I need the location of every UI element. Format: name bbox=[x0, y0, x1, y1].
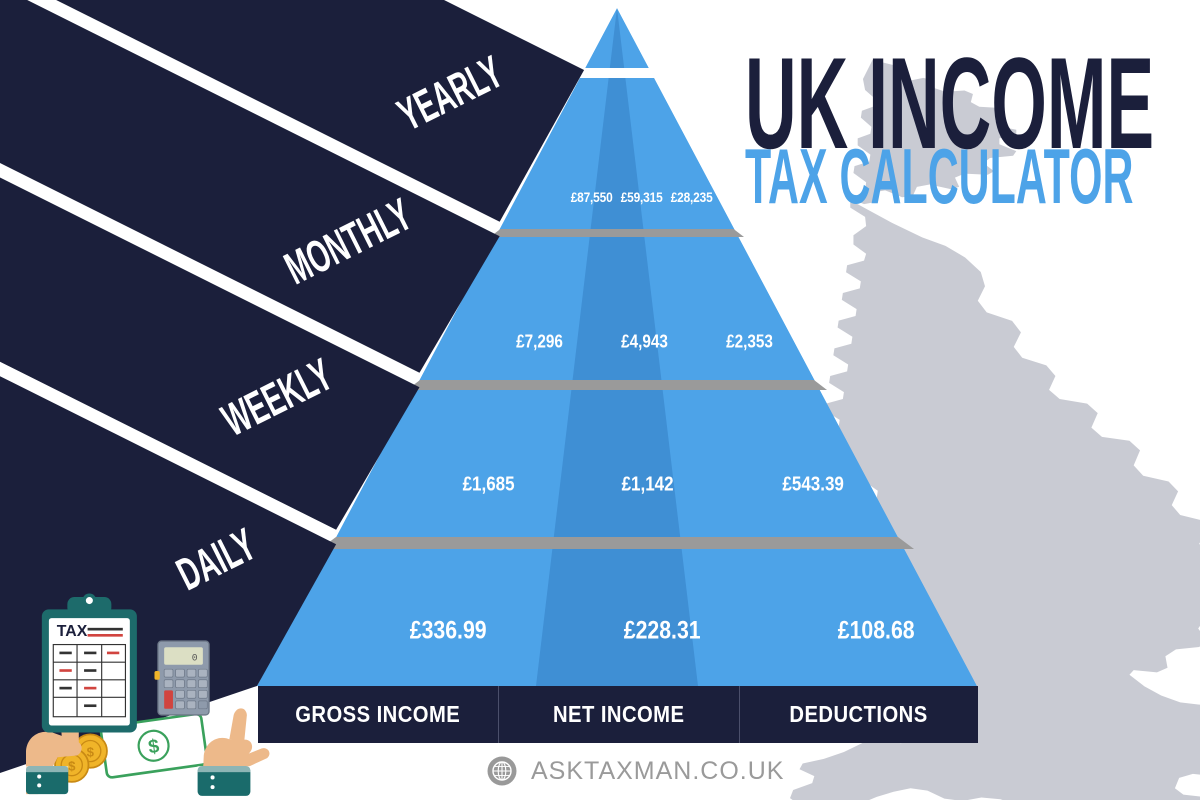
svg-text:$: $ bbox=[68, 758, 76, 773]
svg-text:TAX: TAX bbox=[57, 623, 88, 640]
svg-text:0: 0 bbox=[192, 652, 198, 663]
svg-text:$: $ bbox=[87, 744, 95, 759]
